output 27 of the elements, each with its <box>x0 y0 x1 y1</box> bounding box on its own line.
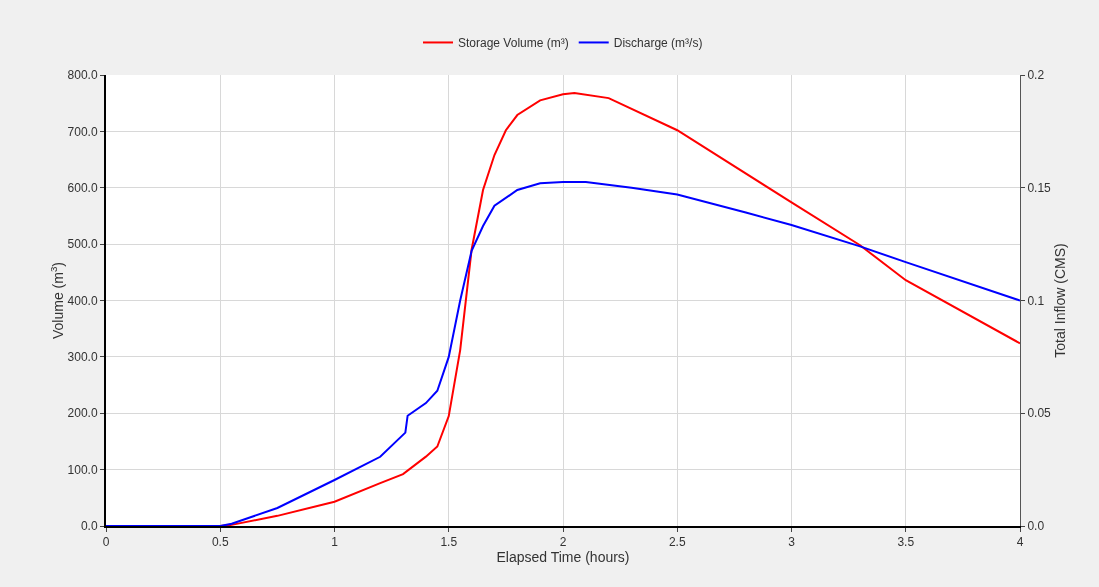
y2-tick-label: 0.15 <box>1027 180 1052 195</box>
legend-label: Discharge (m³/s) <box>613 36 703 51</box>
legend-label: Storage Volume (m³) <box>458 36 569 51</box>
y2-tick-label: 0.0 <box>1027 519 1045 534</box>
x-tick-label: 3.5 <box>897 535 915 550</box>
x-tick-label: 2.5 <box>668 535 686 550</box>
x-tick-label: 3 <box>788 535 796 550</box>
y-tick-label: 800.0 <box>67 68 98 83</box>
y2-tick-label: 0.1 <box>1027 293 1045 308</box>
y-tick-label: 0.0 <box>80 519 98 534</box>
y-tick-label: 300.0 <box>67 350 98 365</box>
x-tick-label: 0 <box>102 535 110 550</box>
y-tick-label: 700.0 <box>67 124 98 139</box>
y-tick-label: 200.0 <box>67 406 98 421</box>
x-tick-label: 0.5 <box>211 535 229 550</box>
x-axis-title: Elapsed Time (hours) <box>496 549 630 566</box>
x-tick-label: 1.5 <box>440 535 458 550</box>
y-tick-label: 400.0 <box>67 293 98 308</box>
y-tick-label: 600.0 <box>67 180 98 195</box>
x-tick-label: 1 <box>331 535 339 550</box>
x-tick-label: 2 <box>559 535 567 550</box>
y2-axis-title: Total Inflow (CMS) <box>1052 243 1068 358</box>
y-tick-label: 100.0 <box>67 462 98 477</box>
y2-tick-label: 0.2 <box>1027 68 1045 83</box>
y2-tick-label: 0.05 <box>1027 406 1052 421</box>
y-tick-label: 500.0 <box>67 237 98 252</box>
x-tick-label: 4 <box>1016 535 1024 550</box>
